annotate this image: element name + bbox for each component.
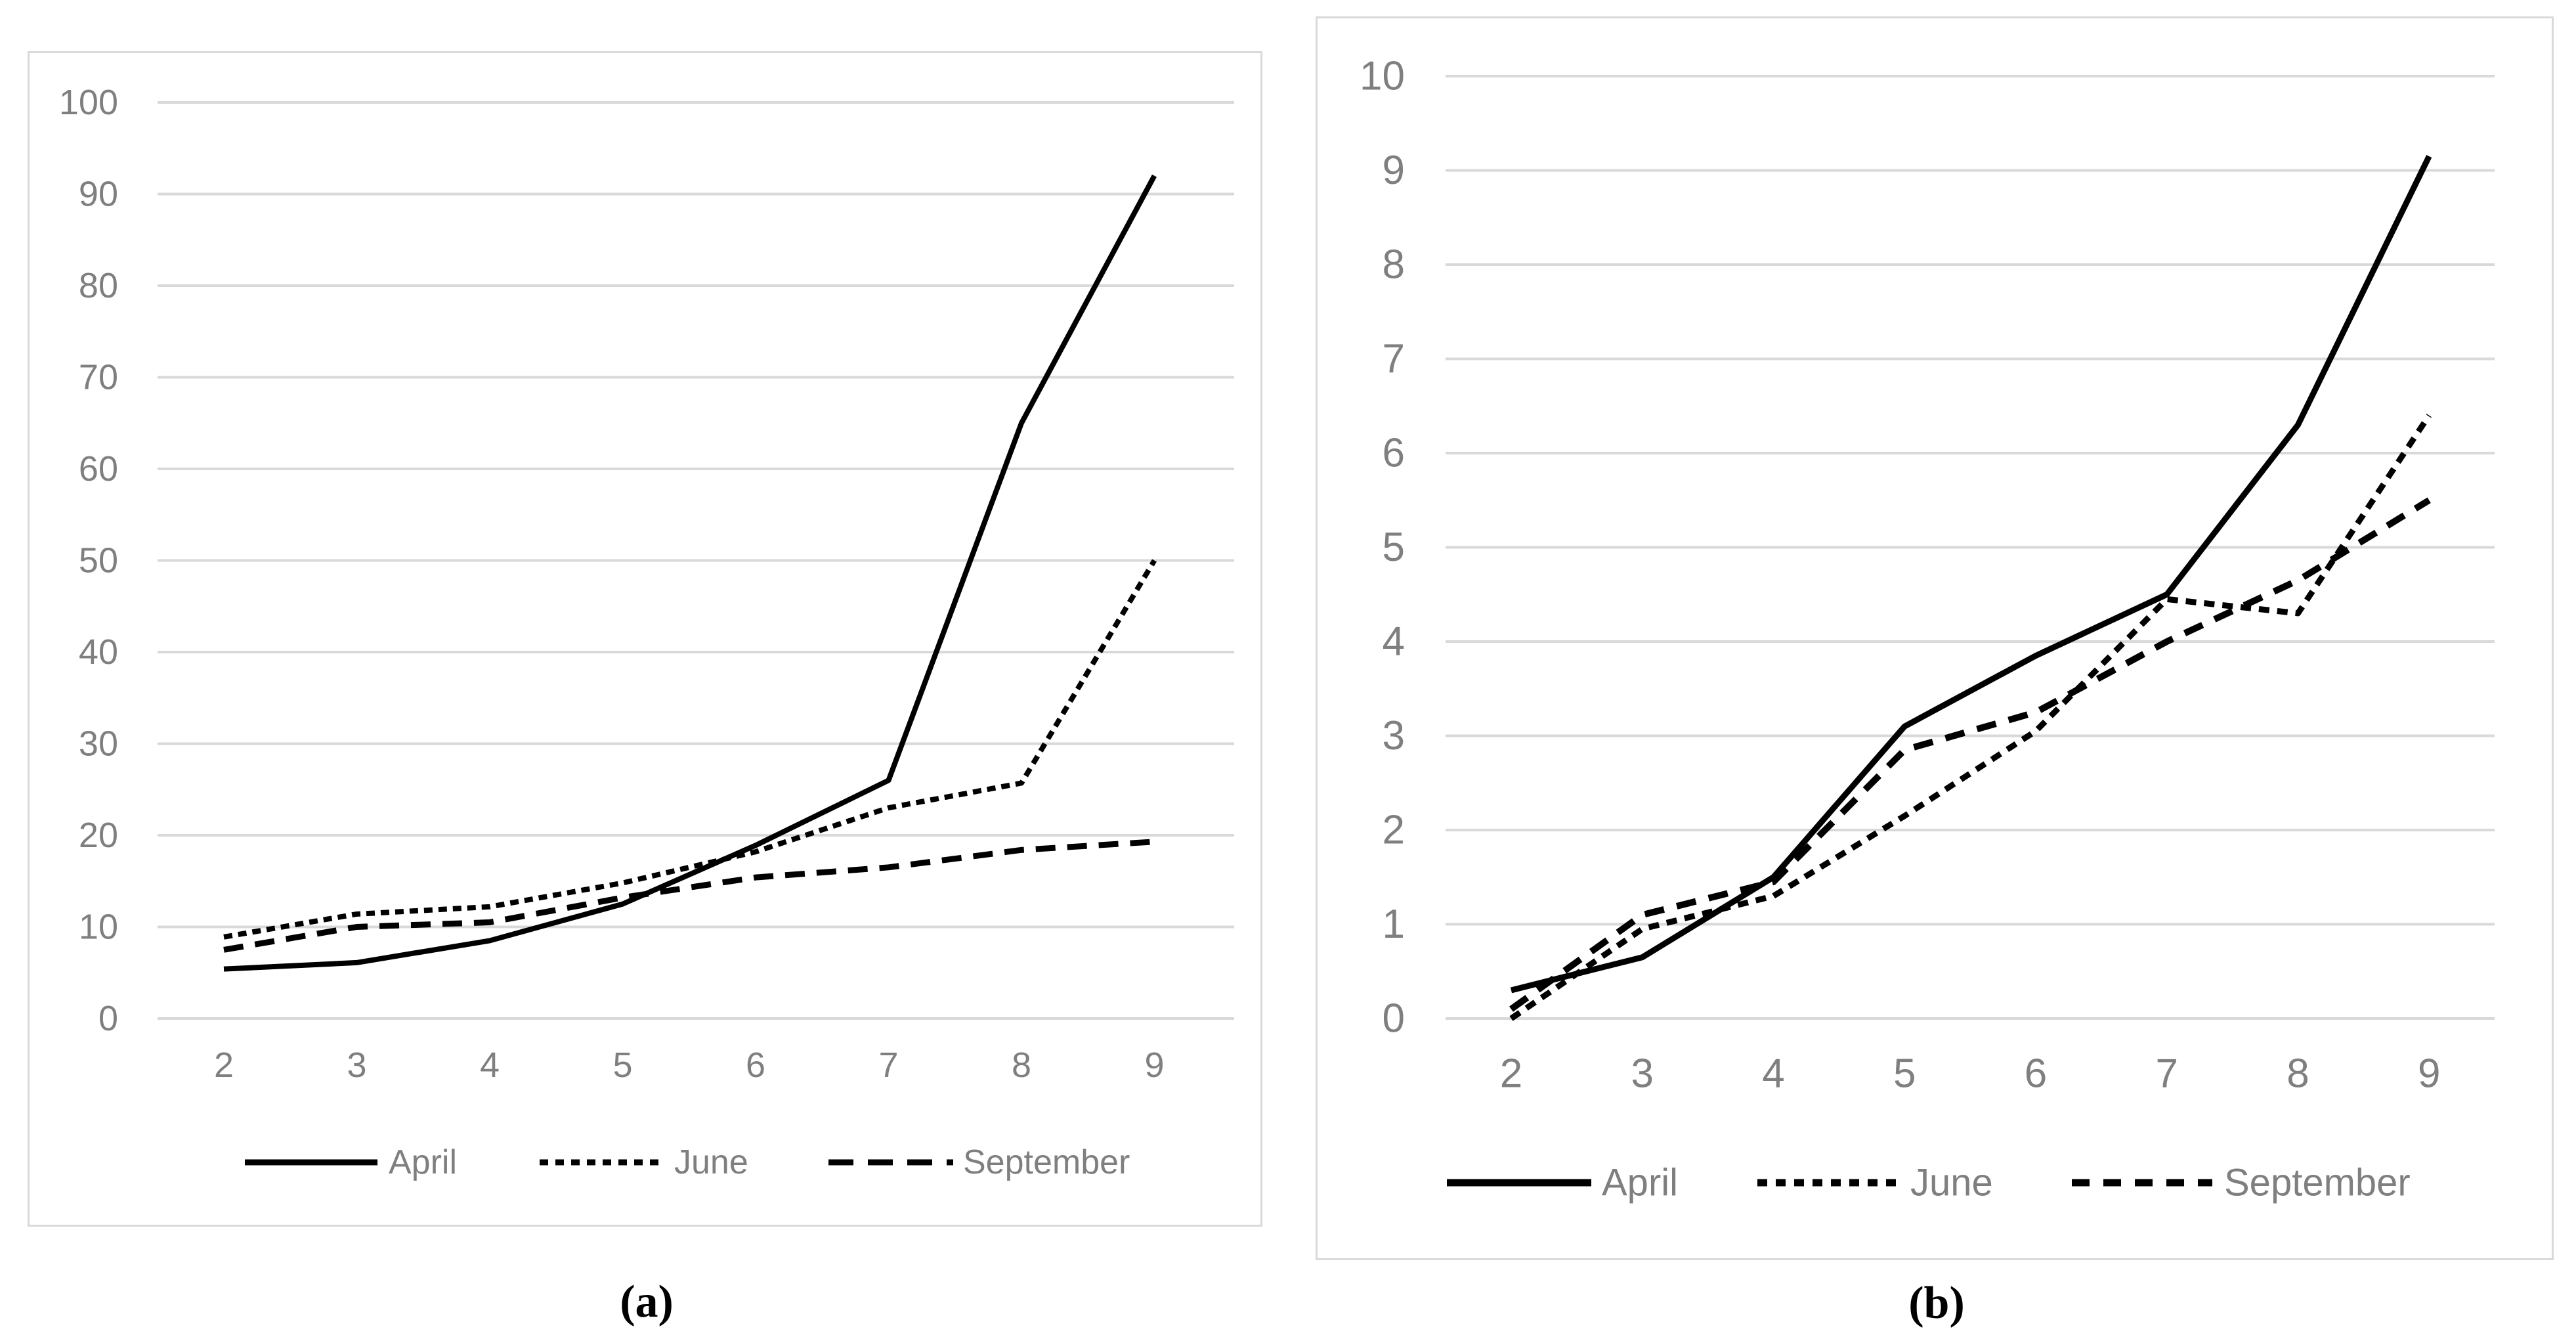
x-tick-label-2: 2	[214, 1045, 234, 1085]
y-tick-label-30: 30	[79, 724, 118, 764]
chart-panel-b: 0 1 2 3 4 5 6 7 8 9 10 2 3 4 5 6 7 8 9 April June September	[1316, 16, 2554, 1260]
legend-label-april: April	[1602, 1162, 1678, 1204]
x-tick-label-3: 3	[347, 1045, 366, 1085]
y-tick-label-60: 60	[79, 449, 118, 489]
x-tick-label-4: 4	[1762, 1051, 1784, 1097]
legend-label-june: June	[674, 1143, 748, 1181]
x-tick-label-7: 7	[878, 1045, 898, 1085]
chart-panel-a: 0 10 20 30 40 50 60 70 80 90 100 2 3 4 5 6 7 8 9 April June S…	[28, 51, 1262, 1227]
legend-label-september: September	[2224, 1162, 2411, 1204]
y-tick-label-4: 4	[1383, 619, 1405, 665]
series-line-april	[1510, 155, 2432, 994]
series-line-september	[1509, 497, 2431, 1012]
y-tick-label-10: 10	[79, 908, 118, 947]
x-tick-label-5: 5	[612, 1045, 632, 1085]
x-tick-label-6: 6	[746, 1045, 765, 1085]
series-line-june	[1509, 414, 2432, 1021]
chart-a-canvas: 0 10 20 30 40 50 60 70 80 90 100 2 3 4 5 6 7 8 9 April June S…	[59, 83, 1234, 1181]
y-tick-label-7: 7	[1383, 336, 1405, 382]
legend-label-april: April	[389, 1143, 457, 1181]
y-tick-label-90: 90	[79, 175, 118, 214]
x-tick-label-8: 8	[2286, 1051, 2309, 1097]
series-line-june	[223, 559, 1157, 940]
legend-label-june: June	[1910, 1162, 1993, 1204]
x-tick-label-9: 9	[1144, 1045, 1164, 1085]
y-tick-label-0: 0	[1383, 996, 1405, 1041]
x-tick-label-7: 7	[2156, 1051, 2178, 1097]
figure-caption-a: (a)	[620, 1277, 674, 1327]
y-tick-label-100: 100	[59, 83, 118, 122]
y-tick-label-1: 1	[1383, 902, 1405, 947]
x-tick-label-6: 6	[2025, 1051, 2047, 1097]
y-tick-label-80: 80	[79, 266, 118, 305]
y-tick-label-6: 6	[1383, 431, 1405, 476]
y-tick-label-5: 5	[1383, 525, 1405, 570]
y-tick-label-70: 70	[79, 358, 118, 397]
y-tick-label-0: 0	[98, 999, 118, 1038]
x-tick-label-8: 8	[1012, 1045, 1031, 1085]
y-tick-label-2: 2	[1383, 808, 1405, 853]
y-tick-label-3: 3	[1383, 713, 1405, 758]
series-line-september	[223, 839, 1155, 953]
x-tick-label-5: 5	[1893, 1051, 1916, 1097]
y-tick-label-8: 8	[1383, 242, 1405, 288]
y-tick-label-50: 50	[79, 541, 118, 581]
chart-b-canvas: 0 1 2 3 4 5 6 7 8 9 10 2 3 4 5 6 7 8 9 April June September	[1360, 54, 2495, 1204]
x-tick-label-3: 3	[1631, 1051, 1654, 1097]
x-tick-label-9: 9	[2418, 1051, 2440, 1097]
y-tick-label-9: 9	[1383, 148, 1405, 193]
y-tick-label-40: 40	[79, 632, 118, 672]
legend-label-september: September	[963, 1143, 1130, 1181]
series-line-april	[223, 174, 1157, 972]
y-tick-label-10: 10	[1360, 54, 1405, 99]
x-tick-label-4: 4	[480, 1045, 500, 1085]
figure-caption-b: (b)	[1908, 1278, 1965, 1328]
x-tick-label-2: 2	[1500, 1051, 1522, 1097]
y-tick-label-20: 20	[79, 816, 118, 855]
